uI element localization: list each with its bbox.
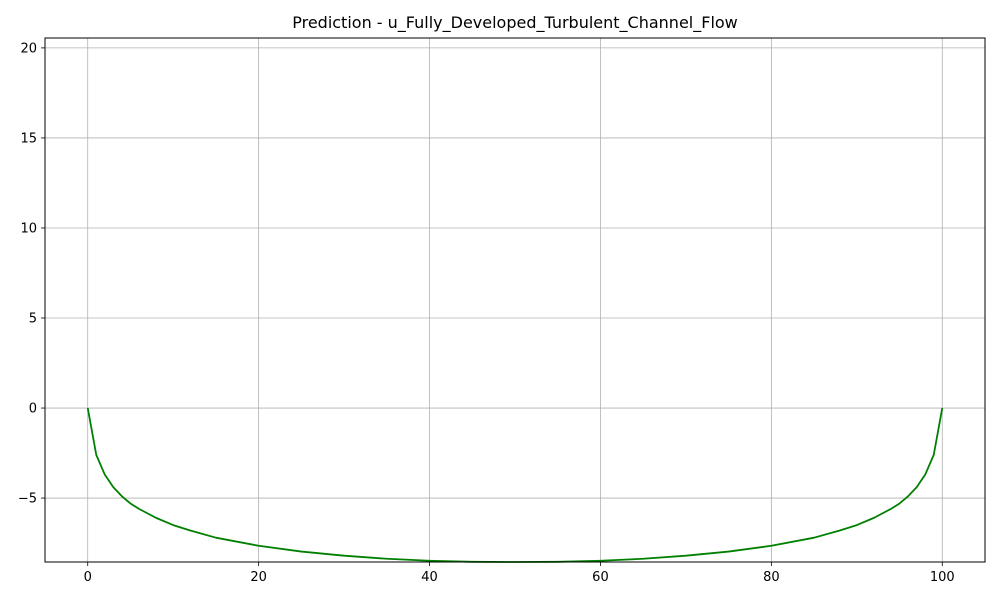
y-tick-label: 15 xyxy=(20,131,37,146)
y-tick-label: −5 xyxy=(18,492,37,507)
x-tick-label: 60 xyxy=(592,570,609,585)
y-axis: −5 0 5 10 15 20 xyxy=(18,41,45,507)
chart-title: Prediction - u_Fully_Developed_Turbulent… xyxy=(292,13,738,33)
x-tick-label: 0 xyxy=(84,570,92,585)
x-tick-label: 40 xyxy=(421,570,438,585)
y-tick-label: 10 xyxy=(20,221,37,236)
x-axis: 0 20 40 60 80 100 xyxy=(84,562,955,585)
y-tick-label: 0 xyxy=(29,402,37,417)
x-tick-label: 100 xyxy=(930,570,955,585)
y-tick-label: 20 xyxy=(20,41,37,56)
y-tick-label: 5 xyxy=(29,312,37,327)
x-tick-label: 20 xyxy=(250,570,267,585)
plot-area-frame xyxy=(44,37,986,563)
x-tick-label: 80 xyxy=(763,570,780,585)
grid xyxy=(45,38,985,562)
